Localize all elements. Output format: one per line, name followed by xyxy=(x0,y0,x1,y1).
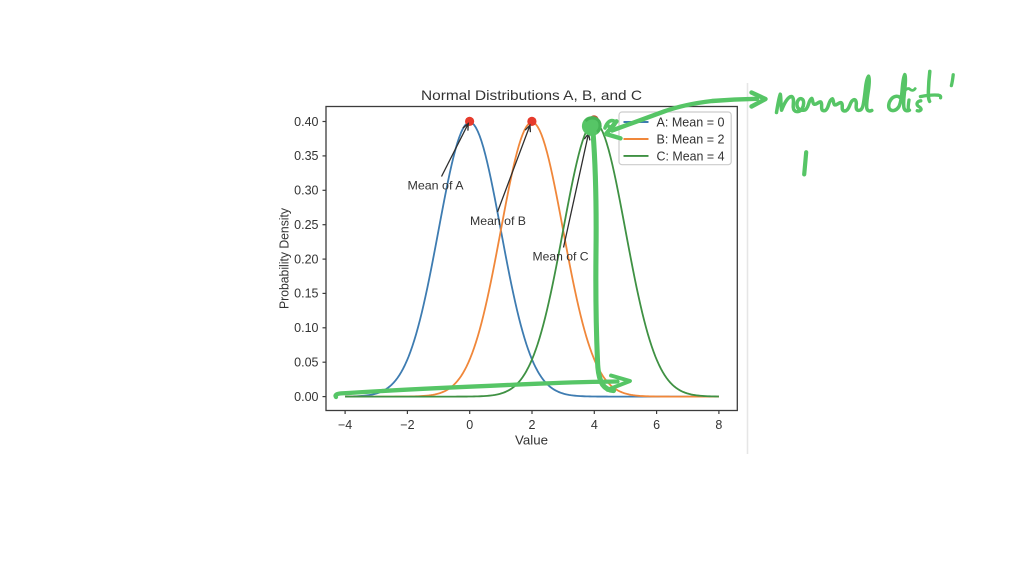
svg-text:0.25: 0.25 xyxy=(294,218,318,232)
svg-text:8: 8 xyxy=(715,418,722,432)
svg-text:4: 4 xyxy=(591,418,598,432)
svg-text:2: 2 xyxy=(529,418,536,432)
svg-text:A: Mean = 0: A: Mean = 0 xyxy=(657,115,725,129)
svg-text:Probability Density: Probability Density xyxy=(278,207,292,309)
svg-text:−2: −2 xyxy=(400,418,414,432)
svg-text:Mean of C: Mean of C xyxy=(533,250,589,264)
svg-text:0.10: 0.10 xyxy=(294,321,318,335)
svg-text:B: Mean = 2: B: Mean = 2 xyxy=(657,132,725,146)
svg-text:0.05: 0.05 xyxy=(294,356,318,370)
svg-text:−4: −4 xyxy=(338,418,352,432)
svg-text:0.15: 0.15 xyxy=(294,287,318,301)
svg-text:C: Mean = 4: C: Mean = 4 xyxy=(657,149,725,163)
svg-text:0.00: 0.00 xyxy=(294,390,318,404)
svg-text:6: 6 xyxy=(653,418,660,432)
svg-text:0.20: 0.20 xyxy=(294,252,318,266)
svg-text:Normal Distributions A, B, and: Normal Distributions A, B, and C xyxy=(421,87,642,103)
svg-text:0.30: 0.30 xyxy=(294,184,318,198)
svg-text:Mean of B: Mean of B xyxy=(470,214,526,228)
svg-text:0.40: 0.40 xyxy=(294,115,318,129)
svg-text:0: 0 xyxy=(466,418,473,432)
svg-text:0.35: 0.35 xyxy=(294,149,318,163)
svg-text:Value: Value xyxy=(515,434,548,448)
svg-text:Mean of A: Mean of A xyxy=(408,179,464,193)
